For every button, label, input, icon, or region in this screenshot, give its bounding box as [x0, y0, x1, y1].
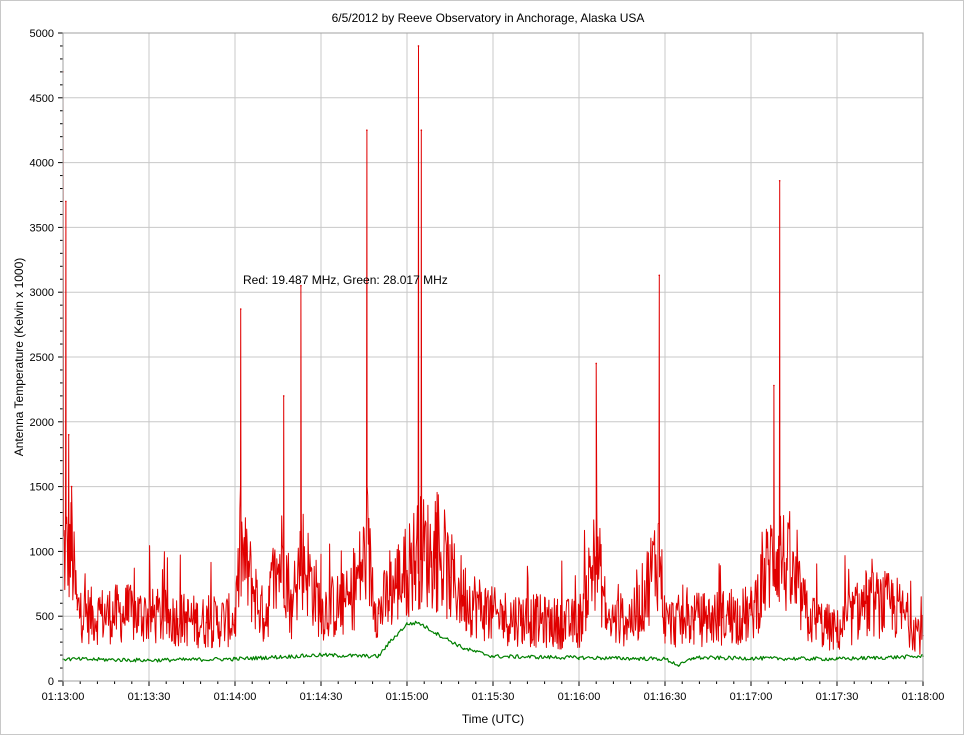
- data-point-green: [406, 623, 408, 625]
- data-point-red: [262, 617, 265, 620]
- data-point-red: [606, 621, 609, 624]
- data-point-red: [148, 615, 150, 617]
- data-point-red: [893, 605, 896, 607]
- data-point-red: [635, 615, 638, 617]
- y-tick-label: 4000: [30, 158, 54, 170]
- data-point-green: [678, 664, 681, 667]
- series-line-green: [62, 620, 924, 667]
- chart-title: 6/5/2012 by Reeve Observatory in Anchora…: [332, 11, 645, 25]
- data-point-red: [67, 433, 70, 436]
- data-point-red: [300, 284, 302, 287]
- data-point-red: [595, 362, 597, 365]
- x-tick-label: 01:17:00: [730, 691, 773, 703]
- data-point-green: [148, 659, 150, 662]
- data-point-red: [658, 274, 661, 277]
- y-tick-label: 0: [48, 676, 54, 688]
- data-point-red: [234, 619, 236, 621]
- data-point-red: [239, 308, 242, 310]
- y-tick-label: 3000: [30, 287, 54, 299]
- data-point-red: [423, 550, 426, 553]
- data-point-green: [320, 654, 322, 656]
- data-point-green: [578, 656, 580, 659]
- data-point-red: [366, 129, 368, 131]
- data-point-red: [434, 557, 437, 559]
- data-point-red: [394, 583, 397, 585]
- data-point-green: [836, 658, 838, 660]
- data-point-red: [463, 595, 466, 598]
- data-point-red: [176, 617, 179, 620]
- data-point-red: [205, 621, 208, 624]
- y-tick-label: 2000: [30, 417, 54, 429]
- data-point-green: [750, 657, 752, 660]
- data-point-red: [417, 45, 420, 47]
- x-axis-label: Time (UTC): [462, 712, 524, 726]
- data-point-red: [750, 614, 752, 616]
- y-tick-label: 4500: [30, 93, 54, 105]
- data-point-red: [692, 619, 695, 621]
- x-tick-label: 01:16:00: [558, 691, 601, 703]
- data-point-red: [578, 623, 580, 625]
- y-tick-label: 1500: [30, 482, 54, 494]
- data-point-red: [549, 621, 552, 624]
- x-tick-label: 01:18:00: [902, 691, 945, 703]
- y-tick-label: 1000: [30, 546, 54, 558]
- grid-lines: [62, 32, 924, 682]
- data-point-red: [406, 570, 408, 572]
- data-point-red: [90, 615, 93, 617]
- data-point-red: [864, 602, 867, 605]
- data-point-green: [417, 621, 420, 624]
- x-tick-label: 01:16:30: [644, 691, 687, 703]
- data-point-red: [348, 602, 351, 605]
- data-point-red: [449, 576, 451, 579]
- data-point-green: [234, 658, 236, 660]
- data-point-red: [65, 200, 67, 203]
- data-point-red: [721, 616, 724, 619]
- data-point-red: [119, 612, 122, 615]
- data-point-red: [492, 615, 494, 617]
- data-point-red: [664, 621, 666, 624]
- series-layer: [62, 45, 924, 667]
- x-tick-label: 01:13:00: [42, 691, 85, 703]
- data-point-red: [70, 485, 73, 488]
- annotation-label: Red: 19.487 MHz, Green: 28.017 MHz: [243, 273, 448, 287]
- data-point-red: [420, 129, 423, 131]
- x-tick-label: 01:15:30: [472, 691, 515, 703]
- x-tick-label: 01:14:00: [214, 691, 257, 703]
- data-point-green: [664, 658, 666, 660]
- x-tick-label: 01:17:30: [816, 691, 859, 703]
- data-point-red: [836, 630, 838, 633]
- data-point-red: [76, 608, 79, 611]
- data-point-red: [773, 384, 775, 387]
- x-tick-label: 01:13:30: [128, 691, 171, 703]
- y-tick-label: 5000: [30, 28, 54, 40]
- data-point-red: [520, 617, 523, 620]
- y-axis-label: Antenna Temperature (Kelvin x 1000): [12, 258, 26, 457]
- data-point-red: [282, 395, 285, 397]
- axes: 01:13:00 01:13:30 01:14:00 01:14:30 01:15:00…: [30, 28, 945, 703]
- data-point-green: [434, 632, 437, 634]
- data-point-green: [463, 647, 466, 650]
- x-tick-label: 01:14:30: [300, 691, 343, 703]
- y-tick-label: 500: [36, 611, 54, 623]
- x-tick-label: 01:15:00: [386, 691, 429, 703]
- data-point-red: [377, 612, 380, 615]
- data-point-red: [320, 608, 322, 611]
- data-point-red: [778, 179, 781, 182]
- data-point-green: [492, 655, 494, 658]
- data-point-red: [291, 615, 294, 617]
- data-point-green: [377, 655, 380, 658]
- series-line-red: [62, 45, 924, 655]
- data-point-green: [692, 656, 695, 659]
- data-point-red: [807, 616, 810, 619]
- y-tick-label: 3500: [30, 222, 54, 234]
- data-point-green: [389, 641, 391, 643]
- y-tick-label: 2500: [30, 352, 54, 364]
- plot-border: [62, 32, 924, 682]
